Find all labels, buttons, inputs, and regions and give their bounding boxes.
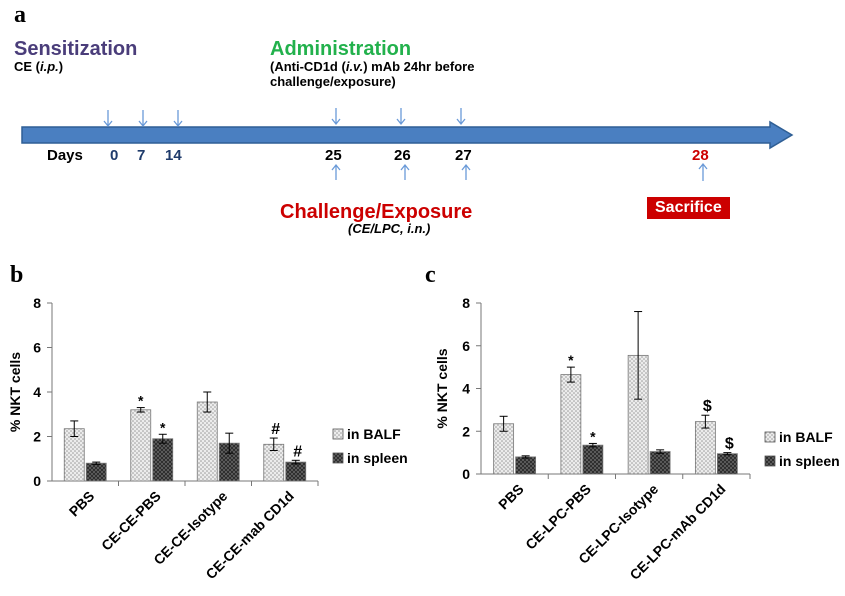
y-tick-label: 0 [462, 466, 470, 482]
bar-spleen-0 [515, 456, 537, 475]
bar-spleen-0 [85, 462, 107, 482]
y-tick-label: 2 [462, 423, 470, 439]
challenge-title: Challenge/Exposure [280, 201, 473, 223]
down-arrow-icon [456, 108, 466, 126]
significance-mark: # [293, 443, 302, 460]
sensitization-title: Sensitization [14, 38, 138, 60]
legend-swatch [332, 452, 344, 464]
up-arrow-icon [461, 163, 471, 180]
significance-mark: * [590, 428, 596, 444]
up-arrow-icon [698, 162, 708, 181]
y-tick-label: 0 [33, 473, 41, 489]
y-tick-label: 8 [33, 295, 41, 311]
down-arrow-icon [173, 110, 183, 128]
y-axis-label: % NKT cells [7, 352, 23, 432]
administration-title: Administration [270, 38, 412, 60]
legend-swatch [764, 455, 776, 467]
legend-label: in BALF [347, 426, 401, 442]
administration-line1-b: ) mAb 24hr before [363, 59, 475, 74]
day-25: 25 [325, 147, 342, 164]
timeline-arrow [21, 120, 794, 150]
day-7: 7 [137, 147, 146, 164]
y-tick-label: 4 [33, 384, 41, 400]
y-tick-label: 6 [33, 340, 41, 356]
significance-mark: * [138, 393, 144, 409]
bar-spleen-3 [285, 461, 307, 482]
day-27: 27 [455, 147, 472, 164]
significance-mark: # [271, 421, 280, 438]
bar-spleen-2 [649, 451, 671, 475]
administration-line1-italic: i.v. [345, 59, 364, 74]
down-arrow-icon [396, 108, 406, 126]
significance-mark: $ [703, 398, 712, 415]
legend-swatch [332, 428, 344, 440]
legend-label: in spleen [779, 453, 840, 469]
panel-b-letter: b [10, 262, 24, 288]
bar-balf-1 [560, 374, 582, 475]
legend-label: in spleen [347, 450, 408, 466]
down-arrow-icon [331, 108, 341, 126]
x-category-label: PBS [66, 488, 98, 520]
panel-a-letter: a [14, 2, 26, 28]
down-arrow-icon [103, 110, 113, 128]
legend-label: in BALF [779, 429, 833, 445]
day-0: 0 [110, 147, 119, 164]
administration-line1-a: (Anti-CD1d ( [270, 59, 346, 74]
panel-c-letter: c [425, 262, 436, 288]
administration-line1: (Anti-CD1d (i.v.) mAb 24hr before [270, 59, 474, 74]
y-axis-label: % NKT cells [434, 348, 450, 428]
x-category-label: CE-CE-PBS [98, 488, 164, 554]
x-category-label: CE-LPC-PBS [522, 481, 594, 553]
up-arrow-icon [400, 163, 410, 180]
bar-spleen-3 [716, 453, 738, 475]
sacrifice-badge: Sacrifice [647, 197, 730, 219]
bar-spleen-1 [582, 444, 604, 475]
significance-mark: $ [725, 436, 734, 453]
legend-swatch [764, 431, 776, 443]
significance-mark: * [160, 419, 166, 435]
administration-line2: challenge/exposure) [270, 74, 396, 89]
bar-balf-2 [196, 401, 218, 482]
bar-spleen-1 [152, 438, 174, 482]
up-arrow-icon [331, 163, 341, 180]
y-tick-label: 2 [33, 429, 41, 445]
bar-balf-3 [694, 421, 716, 475]
sensitization-route: CE (i.p.) [14, 59, 63, 74]
challenge-subtitle: (CE/LPC, i.n.) [348, 221, 431, 236]
bar-balf-1 [130, 409, 152, 482]
sensitization-route-italic: i.p. [40, 59, 59, 74]
day-26: 26 [394, 147, 411, 164]
timeline-graphic [21, 108, 794, 181]
y-tick-label: 4 [462, 381, 470, 397]
sensitization-route-suffix: ) [58, 59, 64, 74]
days-label: Days [47, 147, 83, 164]
y-tick-label: 6 [462, 338, 470, 354]
day-28: 28 [692, 147, 709, 164]
y-tick-label: 8 [462, 295, 470, 311]
down-arrow-icon [138, 110, 148, 128]
sensitization-arrows [103, 108, 708, 181]
x-category-label: PBS [495, 481, 527, 513]
day-14: 14 [165, 147, 182, 164]
significance-mark: * [568, 352, 574, 368]
sensitization-route-prefix: CE ( [14, 59, 40, 74]
